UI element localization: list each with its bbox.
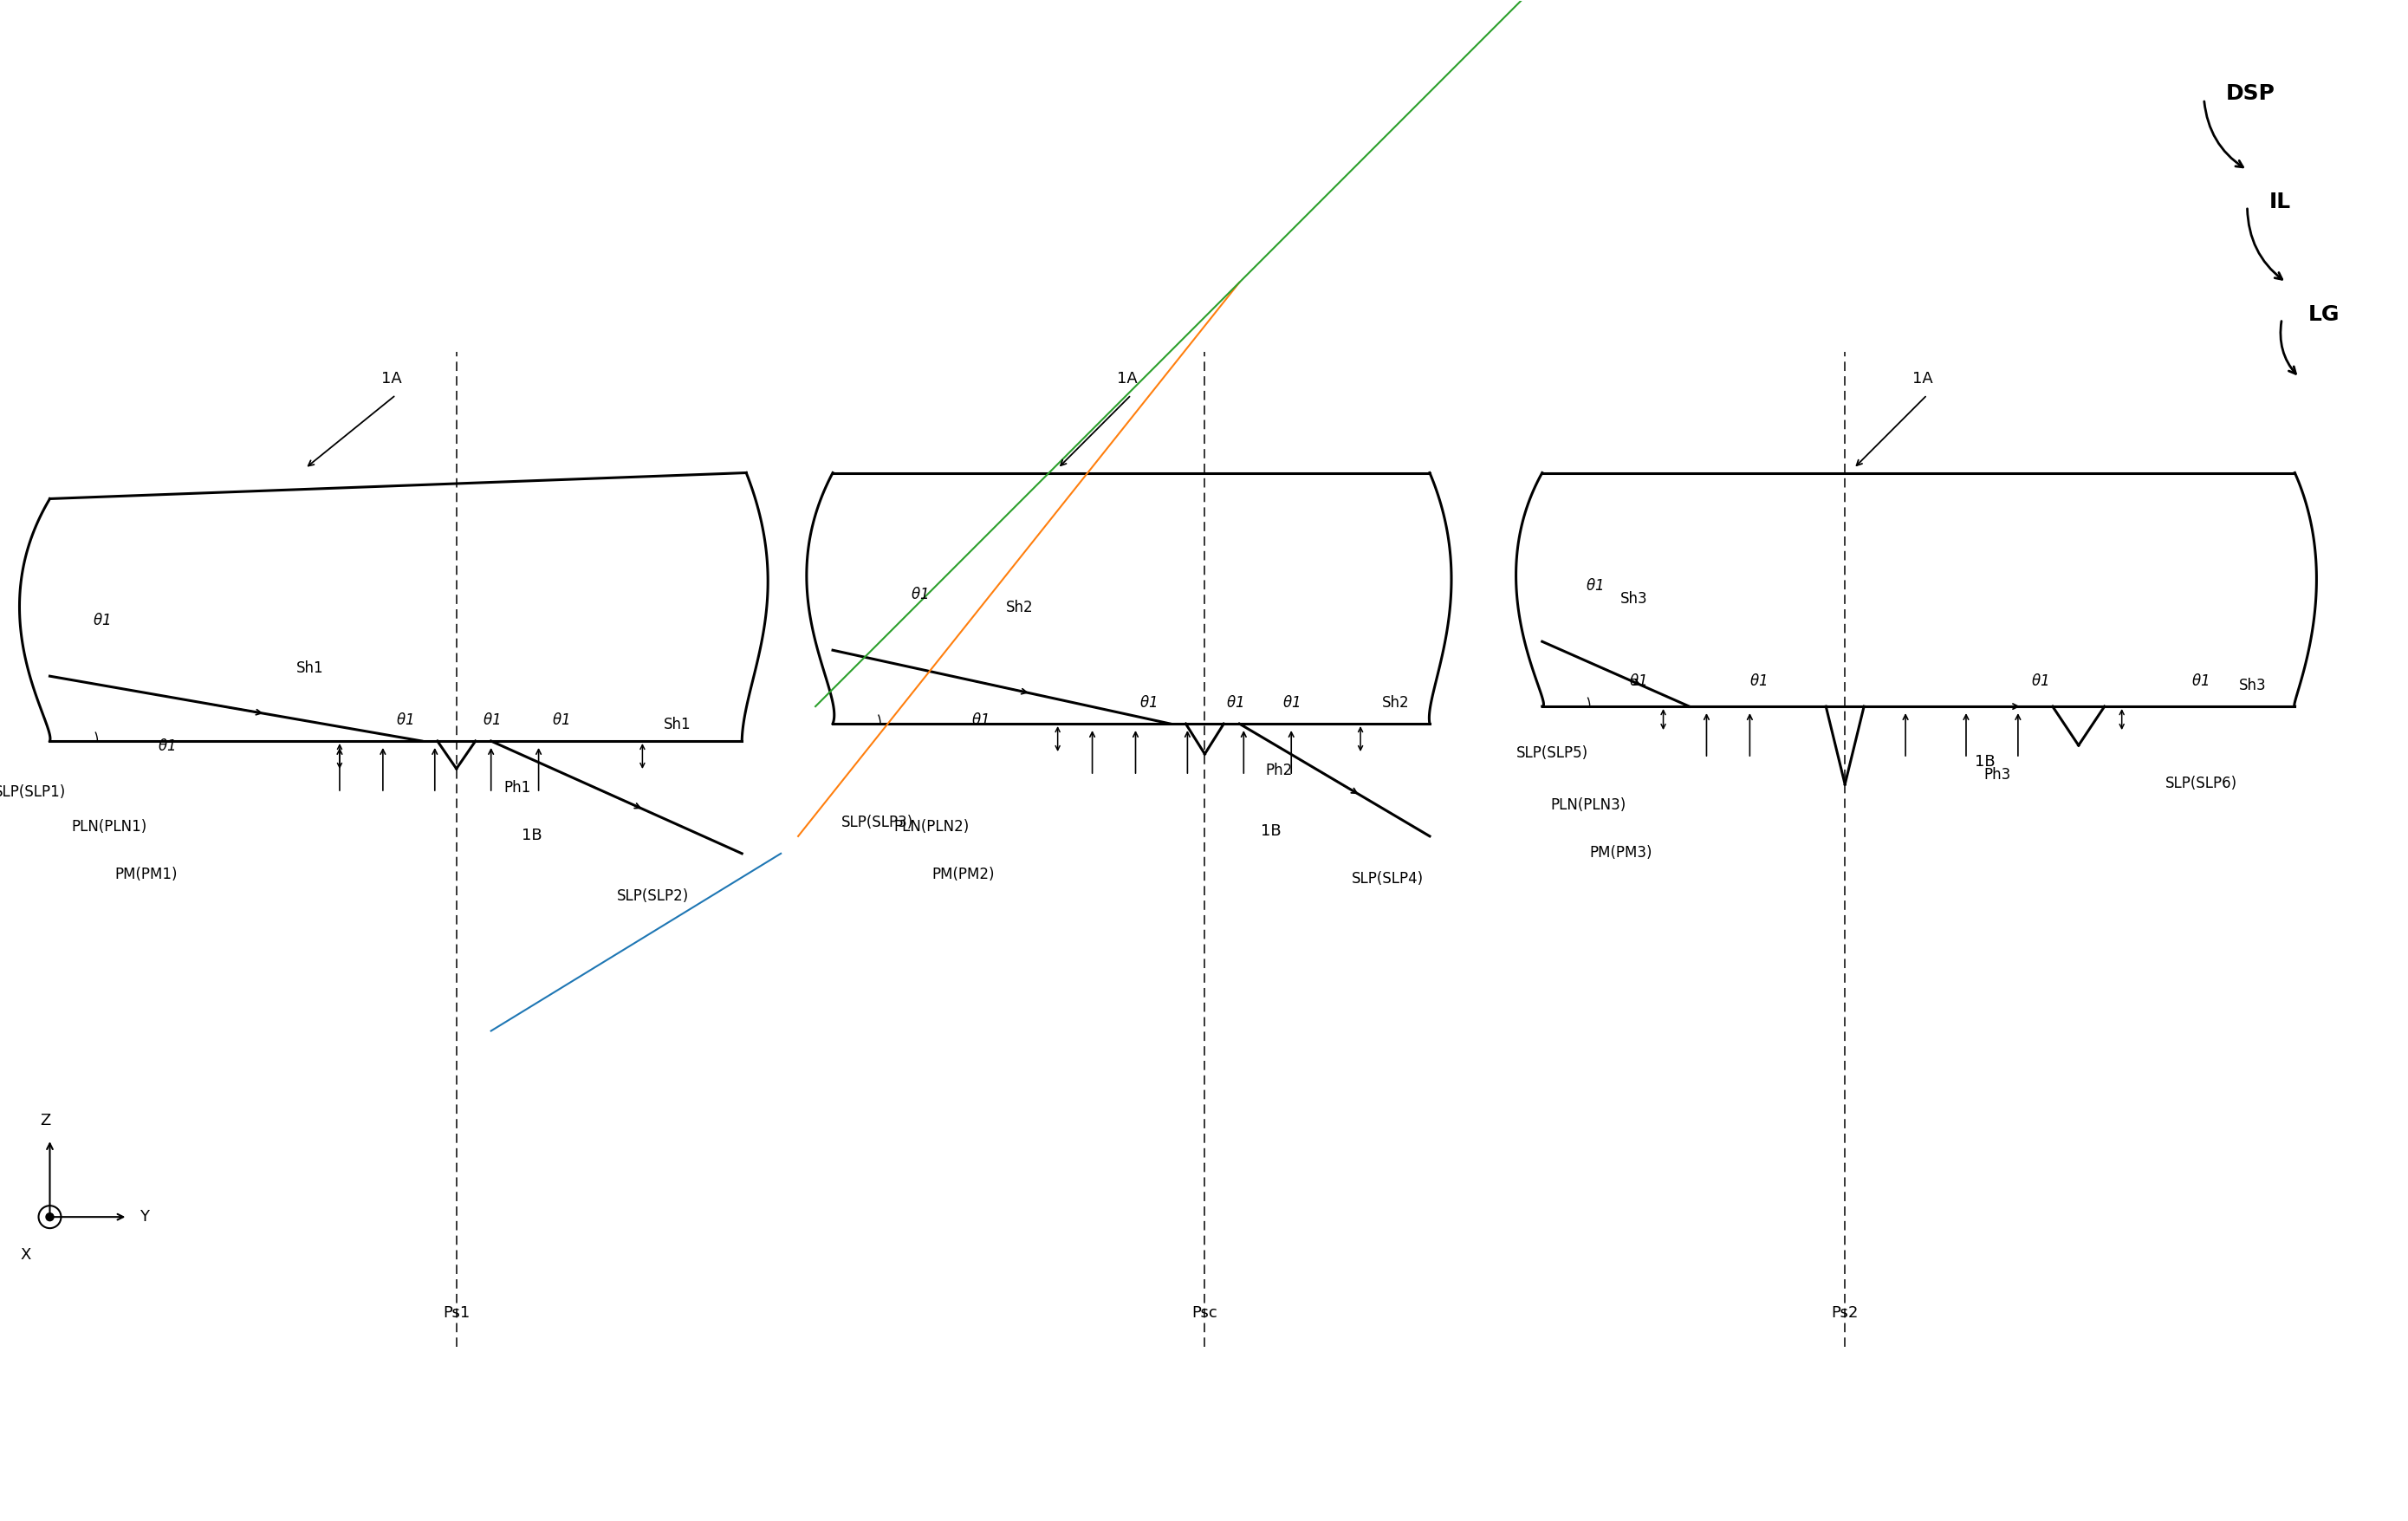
Text: $\theta$1: $\theta$1 bbox=[551, 712, 568, 729]
Text: SLP(SLP1): SLP(SLP1) bbox=[0, 785, 65, 800]
Text: PLN(PLN3): PLN(PLN3) bbox=[1551, 797, 1625, 812]
Text: $\theta$1: $\theta$1 bbox=[910, 587, 927, 602]
Text: Ph1: Ph1 bbox=[503, 780, 532, 795]
Text: Ph3: Ph3 bbox=[1984, 767, 2011, 783]
Text: $\theta$1: $\theta$1 bbox=[2030, 674, 2049, 689]
Text: $\theta$1: $\theta$1 bbox=[1628, 674, 1647, 689]
Text: $\theta$1: $\theta$1 bbox=[2191, 674, 2208, 689]
Text: $\theta$1: $\theta$1 bbox=[482, 712, 501, 729]
Text: IL: IL bbox=[2268, 192, 2290, 213]
Text: Sh2: Sh2 bbox=[1007, 599, 1033, 616]
Text: Sh1: Sh1 bbox=[665, 716, 691, 733]
Text: PLN(PLN2): PLN(PLN2) bbox=[893, 818, 968, 835]
Text: 1B: 1B bbox=[1975, 754, 1996, 770]
Text: SLP(SLP5): SLP(SLP5) bbox=[1517, 745, 1589, 760]
Text: SLP(SLP3): SLP(SLP3) bbox=[840, 815, 913, 830]
Text: Sh1: Sh1 bbox=[296, 660, 323, 677]
Text: $\theta$1: $\theta$1 bbox=[159, 738, 176, 754]
Text: $\theta$1: $\theta$1 bbox=[1283, 695, 1300, 710]
Text: 1A: 1A bbox=[1912, 371, 1934, 386]
Text: Ps2: Ps2 bbox=[1832, 1305, 1859, 1320]
Text: $\theta$1: $\theta$1 bbox=[1226, 695, 1245, 710]
Text: 1A: 1A bbox=[380, 371, 402, 386]
Text: Sh2: Sh2 bbox=[1382, 695, 1409, 710]
Text: $\theta$1: $\theta$1 bbox=[1751, 674, 1767, 689]
Text: Sh3: Sh3 bbox=[1621, 592, 1647, 607]
Text: Sh3: Sh3 bbox=[2239, 678, 2266, 694]
Text: LG: LG bbox=[2307, 304, 2341, 325]
Text: $\theta$1: $\theta$1 bbox=[94, 613, 111, 628]
Text: $\theta$1: $\theta$1 bbox=[395, 712, 414, 729]
Text: $\theta$1: $\theta$1 bbox=[1139, 695, 1158, 710]
Text: DSP: DSP bbox=[2225, 84, 2276, 105]
Text: Ps1: Ps1 bbox=[443, 1305, 470, 1320]
Text: 1B: 1B bbox=[520, 827, 542, 843]
Text: SLP(SLP4): SLP(SLP4) bbox=[1351, 872, 1423, 887]
Text: PLN(PLN1): PLN(PLN1) bbox=[72, 818, 147, 835]
Text: $\theta$1: $\theta$1 bbox=[970, 712, 990, 729]
Text: 1A: 1A bbox=[1117, 371, 1137, 386]
Text: 1B: 1B bbox=[1262, 823, 1281, 840]
Text: Psc: Psc bbox=[1192, 1305, 1218, 1320]
Circle shape bbox=[46, 1214, 53, 1221]
Text: PM(PM2): PM(PM2) bbox=[932, 867, 995, 882]
Text: SLP(SLP6): SLP(SLP6) bbox=[2165, 776, 2237, 791]
Text: Y: Y bbox=[140, 1209, 149, 1224]
Text: X: X bbox=[19, 1247, 31, 1262]
Text: SLP(SLP2): SLP(SLP2) bbox=[616, 888, 689, 903]
Text: PM(PM3): PM(PM3) bbox=[1589, 844, 1652, 861]
Text: PM(PM1): PM(PM1) bbox=[116, 867, 178, 882]
Text: Ph2: Ph2 bbox=[1264, 762, 1293, 779]
Text: Z: Z bbox=[41, 1113, 51, 1129]
Text: $\theta$1: $\theta$1 bbox=[1584, 578, 1604, 593]
